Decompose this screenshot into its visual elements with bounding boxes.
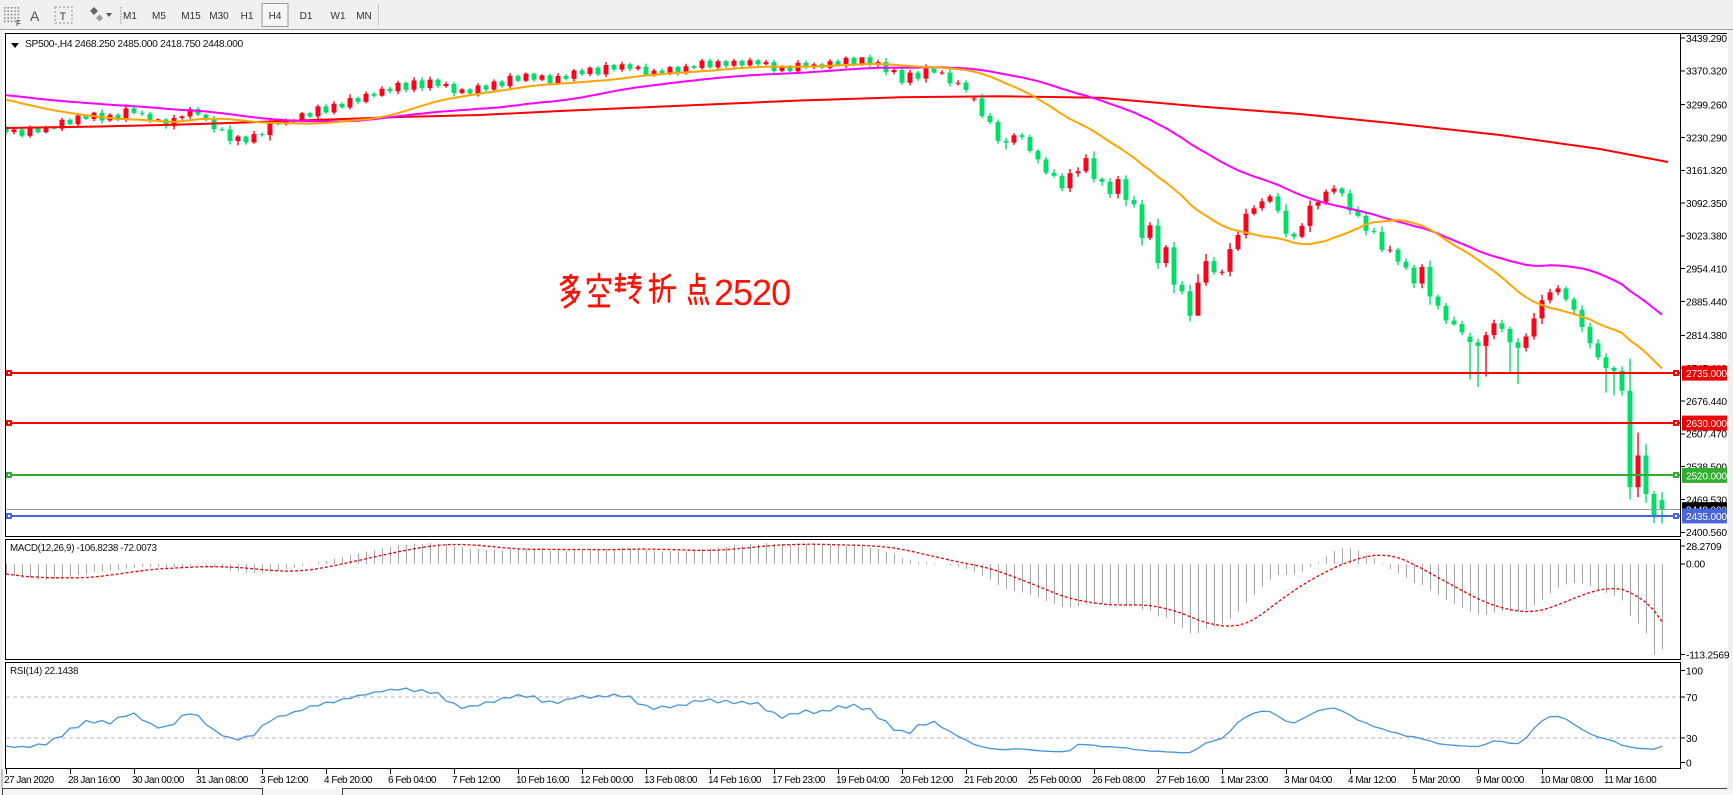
svg-text:3 Feb 12:00: 3 Feb 12:00	[260, 775, 309, 786]
svg-text:6 Feb 04:00: 6 Feb 04:00	[388, 775, 437, 786]
svg-text:D1: D1	[300, 11, 313, 22]
svg-text:MACD(12,26,9) -106.8238 -72.00: MACD(12,26,9) -106.8238 -72.0073	[10, 543, 158, 554]
svg-text:70: 70	[1686, 693, 1698, 704]
svg-text:10 Mar 08:00: 10 Mar 08:00	[1540, 775, 1594, 786]
svg-text:MN: MN	[356, 11, 372, 22]
svg-text:3092.350: 3092.350	[1686, 199, 1727, 210]
svg-text:2607.470: 2607.470	[1686, 430, 1727, 441]
svg-text:2735.000: 2735.000	[1686, 369, 1727, 380]
svg-text:M5: M5	[152, 11, 166, 22]
svg-text:11 Mar 16:00: 11 Mar 16:00	[1604, 775, 1657, 786]
svg-text:A: A	[30, 8, 40, 24]
svg-text:-113.2569: -113.2569	[1686, 650, 1730, 661]
svg-text:19 Feb 04:00: 19 Feb 04:00	[836, 775, 890, 786]
svg-text:10 Feb 16:00: 10 Feb 16:00	[516, 775, 570, 786]
svg-text:2400.560: 2400.560	[1686, 528, 1727, 539]
svg-text:2885.440: 2885.440	[1686, 297, 1727, 308]
svg-text:7 Feb 12:00: 7 Feb 12:00	[452, 775, 501, 786]
svg-text:4 Feb 20:00: 4 Feb 20:00	[324, 775, 373, 786]
svg-text:3230.290: 3230.290	[1686, 133, 1727, 144]
svg-text:28.2709: 28.2709	[1686, 542, 1722, 553]
svg-text:27 Feb 16:00: 27 Feb 16:00	[1156, 775, 1210, 786]
svg-text:3 Mar 04:00: 3 Mar 04:00	[1284, 775, 1333, 786]
svg-text:M15: M15	[181, 11, 201, 22]
svg-text:SP500-,H4 2468.250 2485.000 2: SP500-,H4 2468.250 2485.000 2418.750 244…	[25, 39, 243, 50]
svg-text:28 Jan 16:00: 28 Jan 16:00	[68, 775, 121, 786]
svg-text:4 Mar 12:00: 4 Mar 12:00	[1348, 775, 1397, 786]
svg-text:30 Jan 00:00: 30 Jan 00:00	[132, 775, 185, 786]
svg-text:3439.290: 3439.290	[1686, 34, 1727, 45]
svg-text:17 Feb 23:00: 17 Feb 23:00	[772, 775, 826, 786]
svg-text:31 Jan 08:00: 31 Jan 08:00	[196, 775, 249, 786]
svg-text:2435.000: 2435.000	[1686, 512, 1727, 523]
svg-text:M30: M30	[209, 11, 229, 22]
svg-text:5 Mar 20:00: 5 Mar 20:00	[1412, 775, 1461, 786]
svg-text:2469.530: 2469.530	[1686, 495, 1727, 506]
svg-text:2954.410: 2954.410	[1686, 265, 1727, 276]
svg-text:25 Feb 00:00: 25 Feb 00:00	[1028, 775, 1082, 786]
svg-text:RSI(14) 22.1438: RSI(14) 22.1438	[10, 666, 79, 677]
svg-text:2520: 2520	[714, 272, 790, 313]
svg-text:T: T	[60, 11, 67, 23]
svg-text:12 Feb 00:00: 12 Feb 00:00	[580, 775, 634, 786]
svg-text:14 Feb 16:00: 14 Feb 16:00	[708, 775, 762, 786]
svg-text:2630.000: 2630.000	[1686, 419, 1727, 430]
svg-text:26 Feb 08:00: 26 Feb 08:00	[1092, 775, 1146, 786]
svg-text:2520.000: 2520.000	[1686, 471, 1727, 482]
svg-text:27 Jan 2020: 27 Jan 2020	[4, 775, 54, 786]
svg-text:H4: H4	[269, 11, 282, 22]
svg-text:W1: W1	[331, 11, 346, 22]
svg-text:3370.320: 3370.320	[1686, 67, 1727, 78]
svg-text:3023.380: 3023.380	[1686, 232, 1727, 243]
svg-text:0.00: 0.00	[1686, 560, 1706, 571]
svg-text:2676.440: 2676.440	[1686, 397, 1727, 408]
svg-text:1 Mar 23:00: 1 Mar 23:00	[1220, 775, 1269, 786]
svg-text:3299.260: 3299.260	[1686, 100, 1727, 111]
svg-text:3161.320: 3161.320	[1686, 166, 1727, 177]
svg-text:F: F	[16, 19, 21, 28]
svg-text:13 Feb 08:00: 13 Feb 08:00	[644, 775, 698, 786]
svg-text:2814.380: 2814.380	[1686, 331, 1727, 342]
svg-text:30: 30	[1686, 734, 1698, 745]
svg-text:9 Mar 00:00: 9 Mar 00:00	[1476, 775, 1525, 786]
svg-text:0: 0	[1686, 758, 1692, 769]
svg-text:21 Feb 20:00: 21 Feb 20:00	[964, 775, 1018, 786]
svg-text:H1: H1	[241, 11, 254, 22]
svg-text:20 Feb 12:00: 20 Feb 12:00	[900, 775, 954, 786]
svg-text:100: 100	[1686, 666, 1703, 677]
svg-text:M1: M1	[123, 11, 137, 22]
